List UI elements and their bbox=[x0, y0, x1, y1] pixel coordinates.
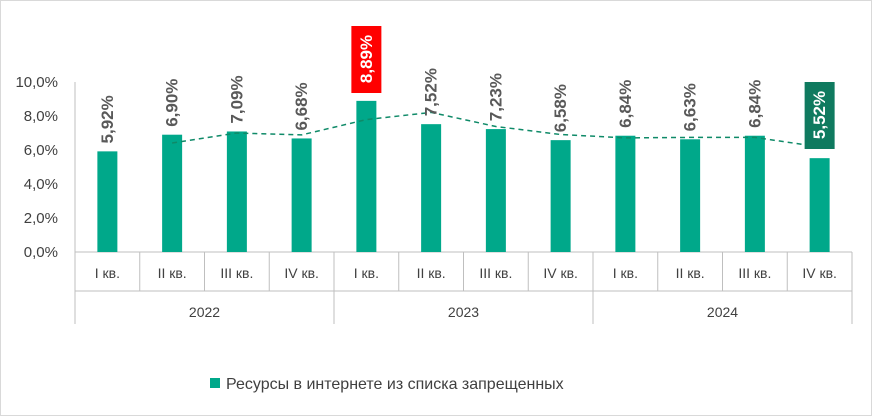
bar bbox=[744, 135, 765, 252]
x-group-label: 2022 bbox=[189, 304, 220, 320]
x-tick-label: I кв. bbox=[613, 265, 638, 281]
x-group-label: 2024 bbox=[707, 304, 738, 320]
bar bbox=[809, 158, 830, 252]
chart-tick-labels: 0,0% 2,0% 4,0% 6,0% 8,0% 10,0% I кв. II кв. III … bbox=[15, 74, 836, 320]
bar bbox=[680, 139, 701, 252]
bar bbox=[421, 124, 442, 252]
data-label: 5,52% bbox=[810, 91, 829, 139]
data-label: 6,90% bbox=[163, 79, 182, 127]
x-tick-label: IV кв. bbox=[284, 265, 319, 281]
chart-data-labels: 5,92% 6,90% 7,09% 6,68% 8,89% 7,52% 7,23% 6,58%… bbox=[98, 26, 835, 149]
x-tick-label: I кв. bbox=[354, 265, 379, 281]
chart-axes bbox=[74, 82, 853, 324]
y-tick-label: 6,0% bbox=[24, 142, 58, 159]
data-label-box bbox=[804, 82, 835, 149]
bar bbox=[291, 138, 312, 252]
x-tick-label: I кв. bbox=[95, 265, 120, 281]
bar bbox=[226, 131, 247, 252]
data-label: 6,58% bbox=[551, 84, 570, 132]
legend-label: Ресурсы в интернете из списка запрещенны… bbox=[226, 376, 564, 393]
x-tick-label: IV кв. bbox=[802, 265, 837, 281]
y-tick-label: 0,0% bbox=[24, 244, 58, 261]
data-label-box bbox=[351, 26, 382, 93]
legend-swatch bbox=[210, 378, 220, 388]
trendline-path bbox=[171, 111, 820, 148]
y-tick-label: 8,0% bbox=[24, 108, 58, 125]
x-tick-label: II кв. bbox=[158, 265, 187, 281]
data-label: 6,68% bbox=[292, 82, 311, 130]
x-tick-label: II кв. bbox=[676, 265, 705, 281]
y-tick-label: 10,0% bbox=[15, 74, 58, 91]
y-tick-label: 2,0% bbox=[24, 210, 58, 227]
bar bbox=[356, 100, 377, 253]
x-tick-label: II кв. bbox=[417, 265, 446, 281]
x-group-label: 2023 bbox=[448, 304, 479, 320]
bar bbox=[485, 129, 506, 252]
bar bbox=[615, 135, 636, 252]
data-label: 6,63% bbox=[681, 83, 700, 131]
x-tick-label: IV кв. bbox=[543, 265, 578, 281]
x-tick-label: III кв. bbox=[220, 265, 253, 281]
data-label: 6,84% bbox=[745, 80, 764, 128]
data-label: 8,89% bbox=[357, 35, 376, 83]
data-label: 6,84% bbox=[616, 80, 635, 128]
bar bbox=[97, 151, 118, 252]
chart-legend: Ресурсы в интернете из списка запрещенны… bbox=[210, 376, 564, 393]
chart-bars bbox=[97, 100, 830, 253]
bar bbox=[550, 140, 571, 252]
chart-trendline bbox=[171, 111, 820, 148]
data-label: 7,09% bbox=[227, 75, 246, 123]
x-tick-label: III кв. bbox=[479, 265, 512, 281]
data-label: 7,23% bbox=[486, 73, 505, 121]
data-label: 7,52% bbox=[422, 68, 441, 116]
data-label: 5,92% bbox=[98, 95, 117, 143]
x-tick-label: III кв. bbox=[738, 265, 771, 281]
y-tick-label: 4,0% bbox=[24, 176, 58, 193]
bar bbox=[162, 134, 183, 252]
